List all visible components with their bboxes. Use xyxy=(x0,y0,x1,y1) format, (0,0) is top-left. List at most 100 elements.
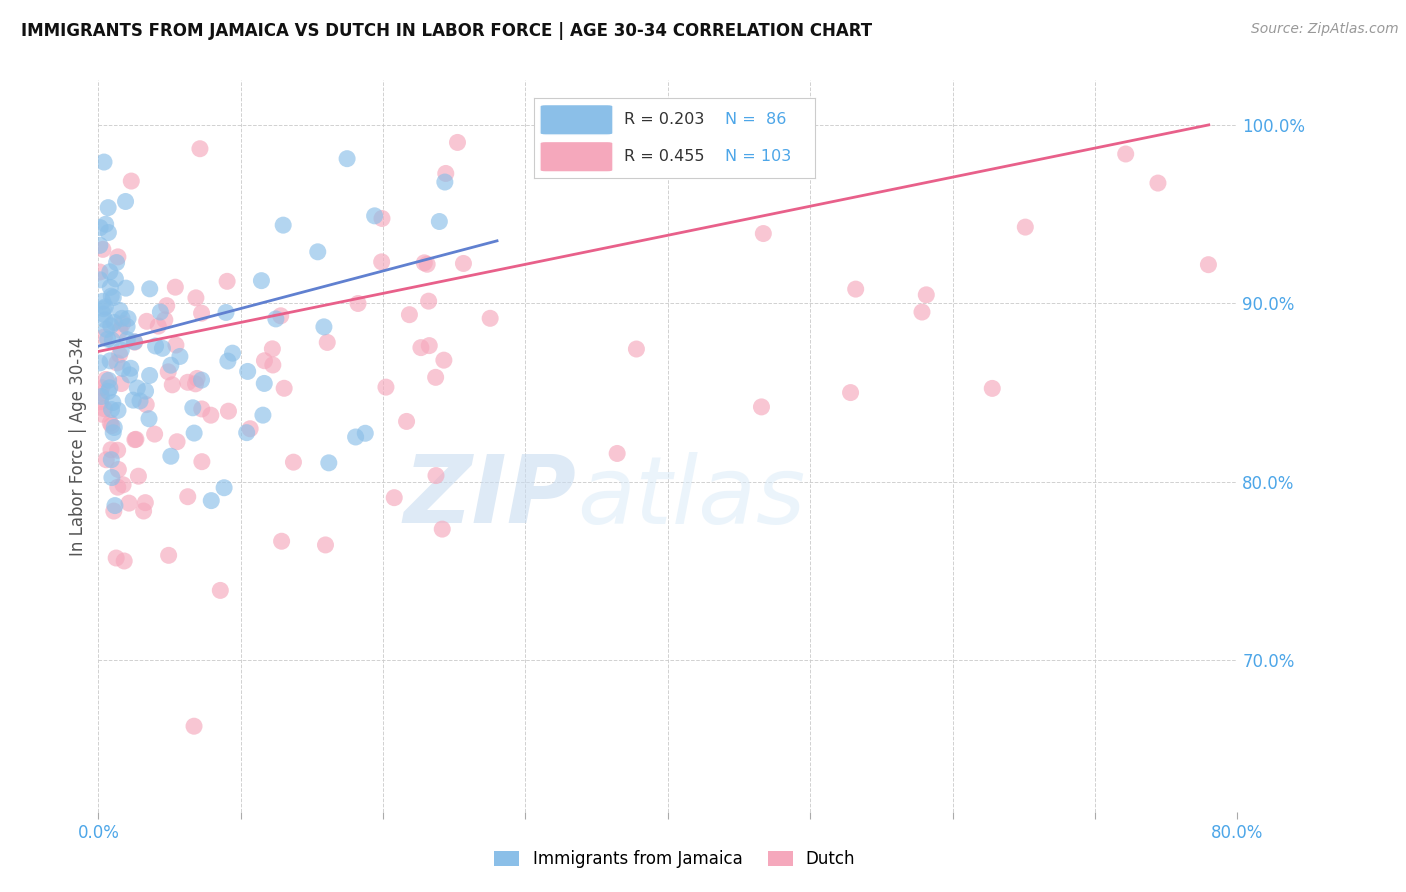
Point xyxy=(149,305,172,319)
Point xyxy=(307,244,329,259)
Point xyxy=(433,353,456,368)
Point xyxy=(107,443,129,458)
Point xyxy=(252,408,274,422)
Point xyxy=(105,255,128,269)
Point xyxy=(143,427,166,442)
Point xyxy=(363,209,385,223)
Point xyxy=(283,455,305,469)
Text: N = 103: N = 103 xyxy=(725,149,792,164)
Point xyxy=(186,371,208,385)
Point xyxy=(1147,176,1170,190)
Point xyxy=(1014,220,1036,235)
Point xyxy=(101,334,124,348)
Point xyxy=(135,384,157,398)
Point xyxy=(177,376,200,390)
Point xyxy=(312,319,335,334)
Point xyxy=(200,408,222,422)
Point xyxy=(270,309,292,323)
Point xyxy=(479,311,502,326)
Point xyxy=(139,282,162,296)
Point xyxy=(98,353,121,368)
Point xyxy=(413,256,436,270)
Point xyxy=(107,480,129,494)
Point xyxy=(132,504,155,518)
Point xyxy=(215,305,238,319)
Point xyxy=(845,282,868,296)
Point xyxy=(129,394,152,409)
Point xyxy=(107,250,129,264)
Point xyxy=(93,301,115,316)
Point xyxy=(117,311,139,326)
Point xyxy=(416,257,439,271)
Text: atlas: atlas xyxy=(576,451,806,542)
Point xyxy=(418,294,440,309)
Point xyxy=(117,333,139,347)
Point xyxy=(316,335,339,350)
Point xyxy=(97,384,120,399)
FancyBboxPatch shape xyxy=(540,142,613,172)
Point xyxy=(184,291,207,305)
Point xyxy=(135,398,157,412)
Point xyxy=(114,194,136,209)
Point xyxy=(103,315,125,329)
Point xyxy=(262,358,284,372)
Point xyxy=(395,414,418,428)
Point xyxy=(262,342,284,356)
Text: ZIP: ZIP xyxy=(404,451,576,543)
Point xyxy=(108,303,131,318)
Text: R = 0.203: R = 0.203 xyxy=(624,112,704,128)
Point xyxy=(239,422,262,436)
Point xyxy=(96,322,118,336)
Point xyxy=(418,338,440,352)
Point xyxy=(105,356,128,370)
Point xyxy=(425,468,447,483)
Point xyxy=(101,470,124,484)
Point xyxy=(446,136,468,150)
Point xyxy=(217,404,239,418)
Point xyxy=(336,152,359,166)
Point xyxy=(433,175,456,189)
Point xyxy=(108,348,131,362)
Point xyxy=(398,308,420,322)
Point xyxy=(183,719,205,733)
Point xyxy=(181,401,204,415)
Point xyxy=(122,393,145,408)
Point xyxy=(94,300,117,314)
Point xyxy=(751,400,773,414)
Point xyxy=(98,265,121,279)
Point xyxy=(169,350,191,364)
Point xyxy=(915,288,938,302)
Point xyxy=(271,218,294,232)
Point xyxy=(752,227,775,241)
Point xyxy=(236,364,259,378)
Point xyxy=(166,434,188,449)
Text: N =  86: N = 86 xyxy=(725,112,787,128)
Point xyxy=(93,401,115,416)
Point xyxy=(108,323,131,337)
Point xyxy=(157,365,180,379)
Point xyxy=(97,332,120,346)
Point xyxy=(434,166,457,180)
Point xyxy=(89,394,111,409)
Point xyxy=(127,381,149,395)
Point xyxy=(374,380,396,394)
Text: Source: ZipAtlas.com: Source: ZipAtlas.com xyxy=(1251,22,1399,37)
Point xyxy=(165,338,187,352)
Point xyxy=(911,305,934,319)
Point xyxy=(90,381,112,395)
Point xyxy=(94,312,117,326)
Point xyxy=(94,372,117,386)
Point xyxy=(427,214,450,228)
Point xyxy=(103,420,125,434)
Point xyxy=(626,342,648,356)
Point xyxy=(89,220,111,235)
Point xyxy=(90,386,112,401)
Point xyxy=(101,395,124,409)
Point xyxy=(103,291,125,305)
Point xyxy=(184,376,207,391)
Point xyxy=(100,452,122,467)
Point xyxy=(110,376,132,391)
Point xyxy=(100,402,122,417)
Point xyxy=(270,534,292,549)
Point xyxy=(165,280,187,294)
